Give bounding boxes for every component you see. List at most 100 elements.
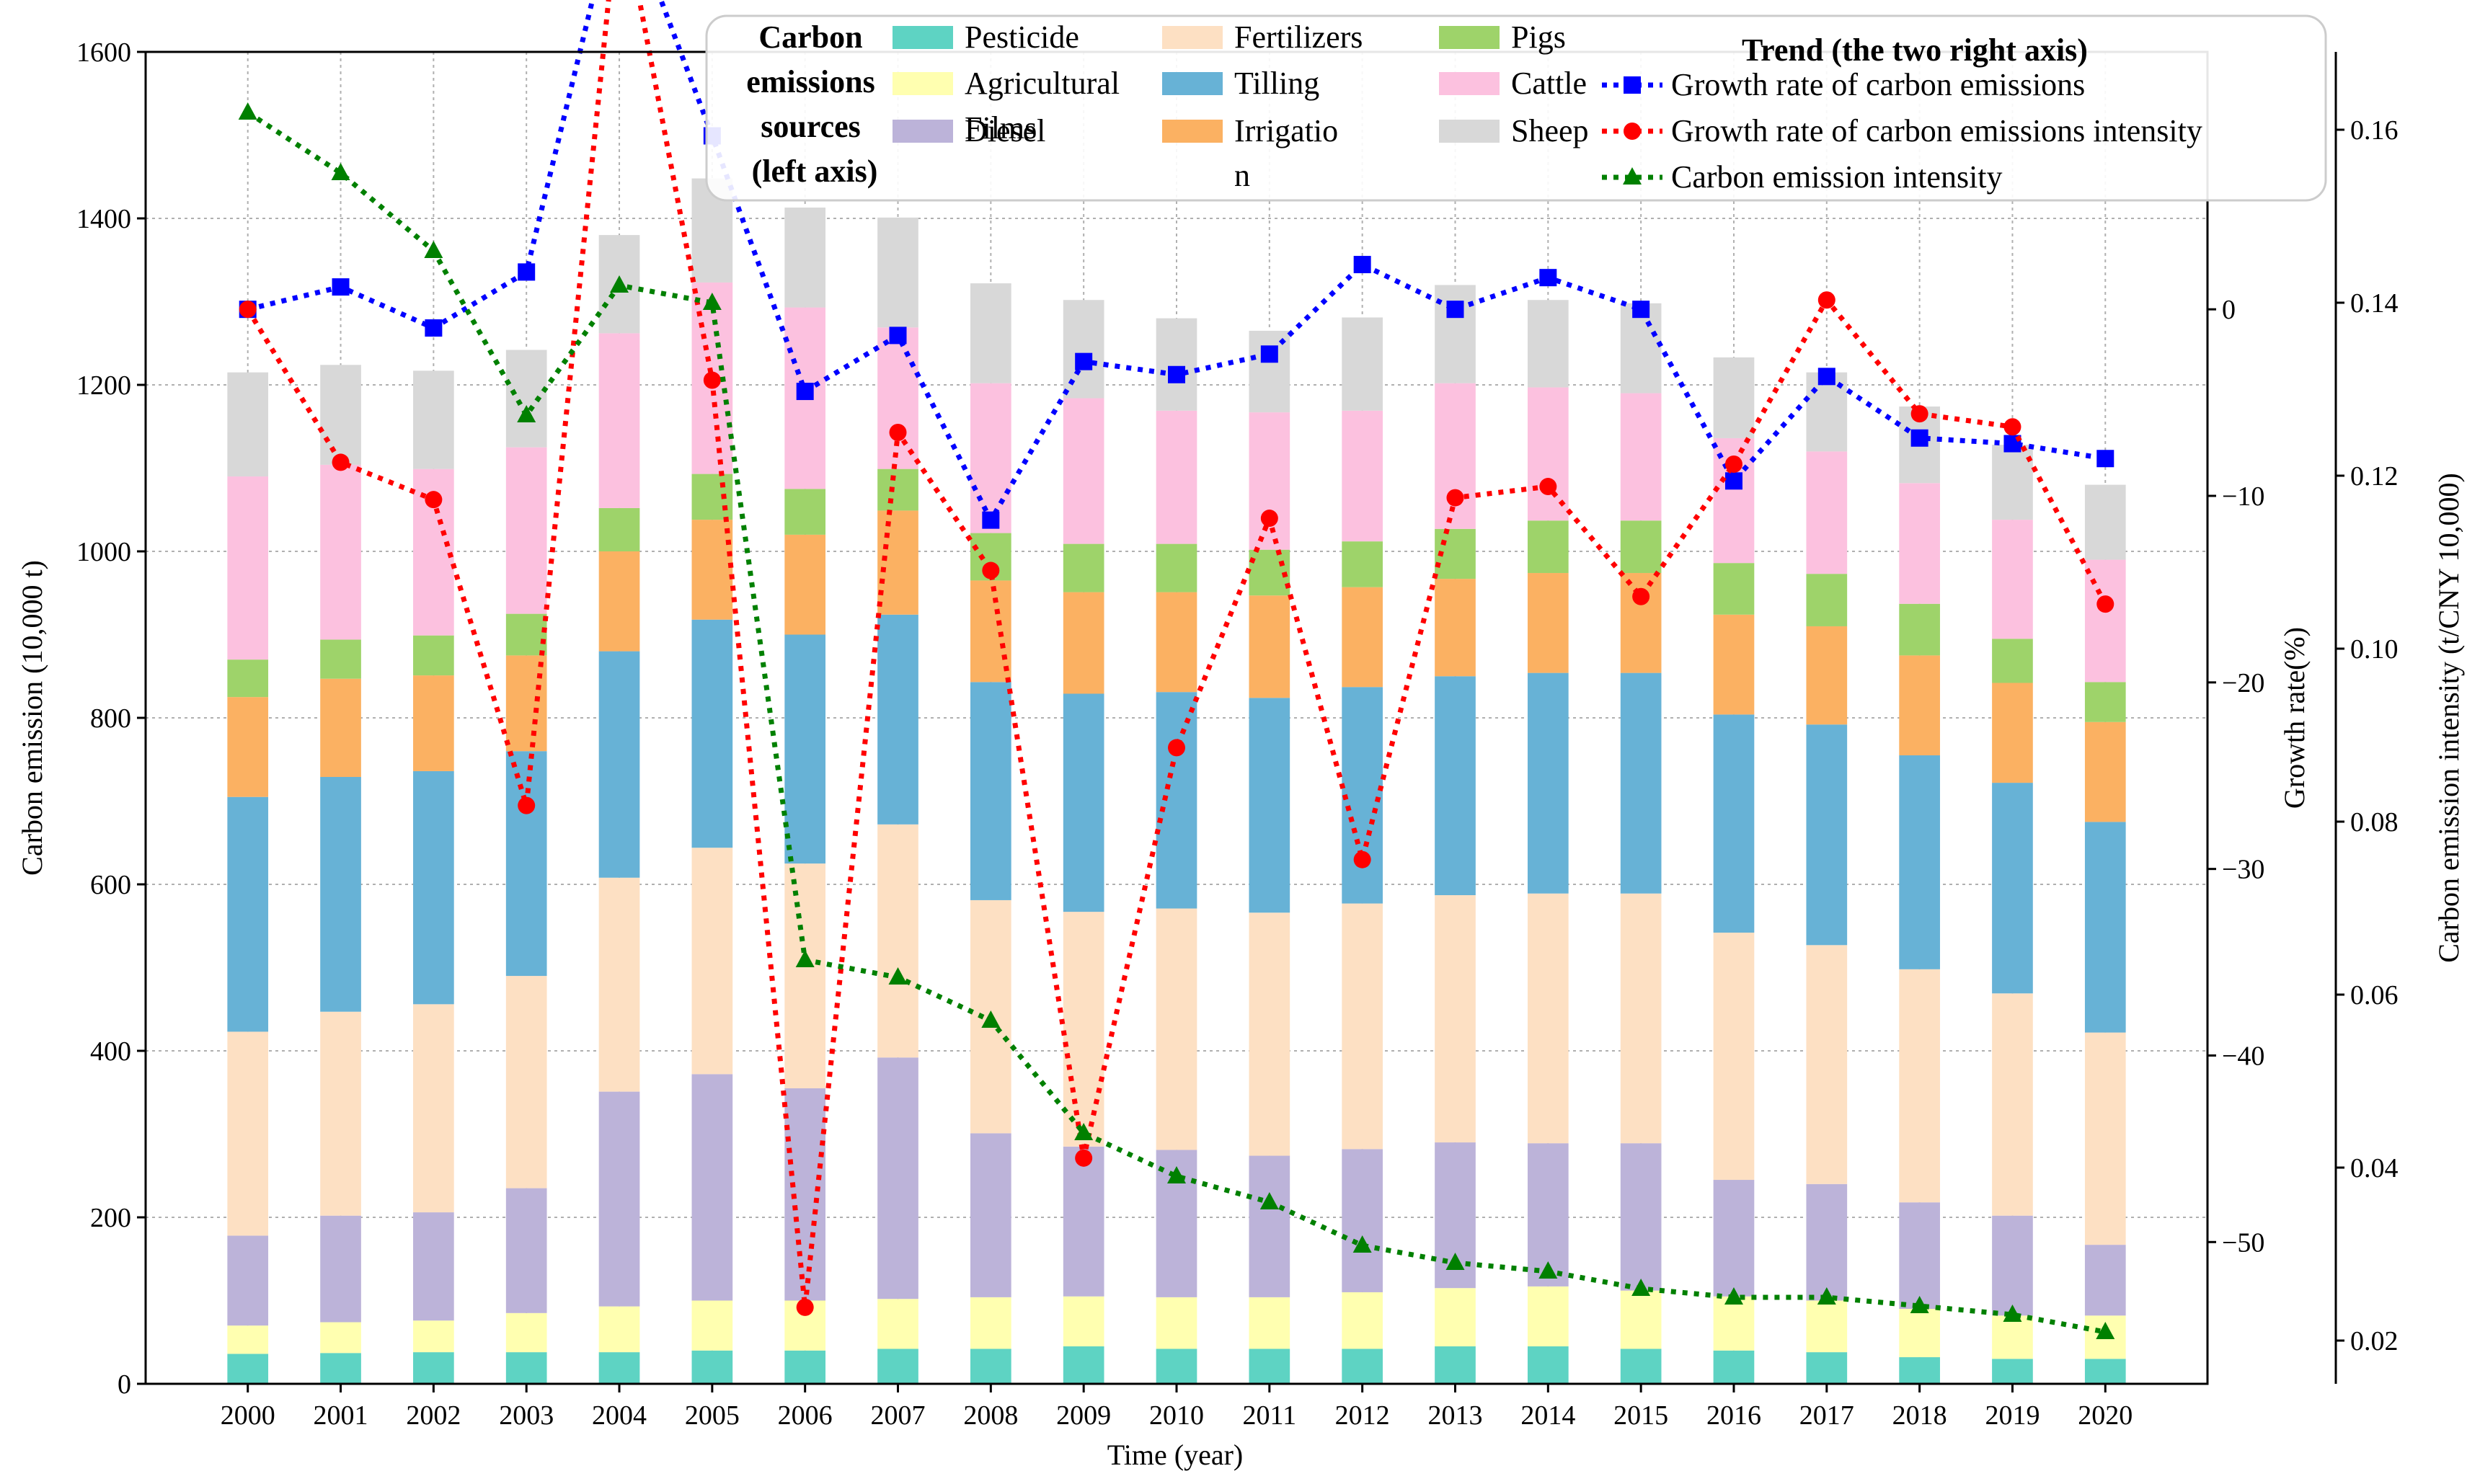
bar-segment — [970, 1349, 1011, 1384]
bar-segment — [2084, 559, 2126, 683]
line-marker — [1724, 456, 1742, 473]
line-marker — [1075, 1149, 1093, 1167]
bar-segment — [598, 507, 640, 551]
x-tick-label: 2000 — [221, 1400, 275, 1431]
bar-segment — [320, 1322, 361, 1354]
bar-segment — [784, 634, 826, 864]
legend-label-line: n — [1234, 158, 1250, 193]
bar-segment — [227, 1031, 269, 1236]
x-tick-label: 2005 — [685, 1400, 740, 1431]
line-marker — [2003, 418, 2021, 436]
line-marker — [332, 453, 350, 471]
ticks-layer: 0 200 400 600 800 1000 1200 1400 1600 2000 2001 200… — [76, 37, 2399, 1431]
bar-segment — [227, 1235, 269, 1326]
bar-segment — [227, 659, 269, 698]
legend-swatch — [1439, 72, 1500, 95]
bar-segment — [1899, 1202, 1940, 1310]
line-marker — [1352, 1235, 1372, 1253]
y-left-tick-label: 800 — [90, 703, 131, 734]
bar-segment — [227, 476, 269, 660]
trend-line — [246, 110, 2106, 1335]
legend-swatch — [893, 72, 953, 95]
bar-segment — [1527, 893, 1569, 1144]
line-marker — [2096, 1322, 2115, 1339]
y-right1-tick-label: −40 — [2222, 1041, 2264, 1071]
bar-segment — [1713, 614, 1755, 715]
bar-segment — [784, 534, 826, 635]
bar-segment — [1806, 451, 1848, 574]
y-right2-tick-label: 0.16 — [2350, 115, 2399, 146]
x-tick-label: 2009 — [1056, 1400, 1111, 1431]
bar-segment — [1620, 303, 1662, 394]
line-marker — [889, 424, 907, 441]
bar-segment — [1156, 1297, 1197, 1349]
bar-segment — [691, 619, 733, 848]
line-marker — [1724, 1287, 1743, 1305]
bar-segment — [320, 639, 361, 679]
x-tick-label: 2015 — [1613, 1400, 1668, 1431]
x-tick-label: 2008 — [963, 1400, 1018, 1431]
bar-segment — [691, 1300, 733, 1351]
bar-segment — [2084, 822, 2126, 1033]
y-right1-tick-label: −50 — [2222, 1227, 2264, 1258]
bar-segment — [413, 1320, 454, 1353]
y-left-tick-label: 0 — [118, 1369, 131, 1400]
bar-segment — [505, 613, 547, 656]
bar-segment — [1527, 387, 1569, 521]
bar-segment — [1156, 1349, 1197, 1384]
bar-segment — [691, 474, 733, 520]
line-marker — [610, 275, 629, 293]
bar-segment — [2084, 1032, 2126, 1245]
bars-layer — [227, 178, 2126, 1384]
x-tick-label: 2002 — [406, 1400, 461, 1431]
bar-segment — [1527, 573, 1569, 673]
legend-label-line: Sheep — [1511, 113, 1589, 148]
line-marker — [1446, 301, 1464, 319]
y-right1-tick-label: −20 — [2222, 668, 2264, 698]
bar-segment — [691, 848, 733, 1075]
legend-label: Cattle — [1511, 66, 1587, 101]
line-marker — [1624, 123, 1641, 140]
bar-segment — [1435, 383, 1476, 529]
bar-segment — [505, 655, 547, 752]
legend-trends: Growth rate of carbon emissions Growth ra… — [1602, 67, 2202, 195]
line-marker — [239, 301, 257, 319]
y-right1-tick-label: −10 — [2222, 481, 2264, 512]
bar-segment — [1342, 410, 1383, 542]
bar-segment — [1713, 1180, 1755, 1297]
bar-segment — [1156, 410, 1197, 544]
bar-segment — [877, 824, 918, 1058]
bar-segment — [1620, 672, 1662, 894]
bar-segment — [1713, 563, 1755, 615]
line-marker — [1817, 1287, 1836, 1305]
bar-segment — [1806, 1352, 1848, 1384]
bar-segment — [1899, 655, 1940, 755]
bar-segment — [1620, 1290, 1662, 1349]
bar-segment — [1620, 393, 1662, 521]
line-marker — [1168, 739, 1185, 757]
line-marker — [331, 163, 350, 180]
bar-segment — [505, 1352, 547, 1384]
bar-segment — [1620, 1143, 1662, 1291]
bar-segment — [1527, 672, 1569, 894]
bar-segment — [2084, 721, 2126, 822]
bar-segment — [1342, 541, 1383, 587]
bar-segment — [1899, 1357, 1940, 1384]
bar-segment — [1992, 1315, 2033, 1359]
bar-segment — [970, 1297, 1011, 1349]
legend-label-line: Pigs — [1511, 19, 1566, 55]
line-marker — [981, 1010, 1001, 1028]
legend-label: Sheep — [1511, 113, 1589, 148]
y-axis-left-label: Carbon emission (10,000 t) — [16, 560, 48, 876]
line-marker — [703, 371, 721, 389]
bar-segment — [691, 520, 733, 620]
legend-label: Agricultural Films — [965, 66, 1120, 146]
y-right1-tick-label: 0 — [2222, 295, 2236, 325]
bar-segment — [320, 1353, 361, 1384]
lines-layer — [238, 0, 2115, 1339]
bar-segment — [1249, 595, 1290, 698]
line-marker — [1817, 291, 1835, 309]
bar-segment — [970, 383, 1011, 533]
bar-segment — [877, 1349, 918, 1384]
bar-segment — [784, 863, 826, 1088]
